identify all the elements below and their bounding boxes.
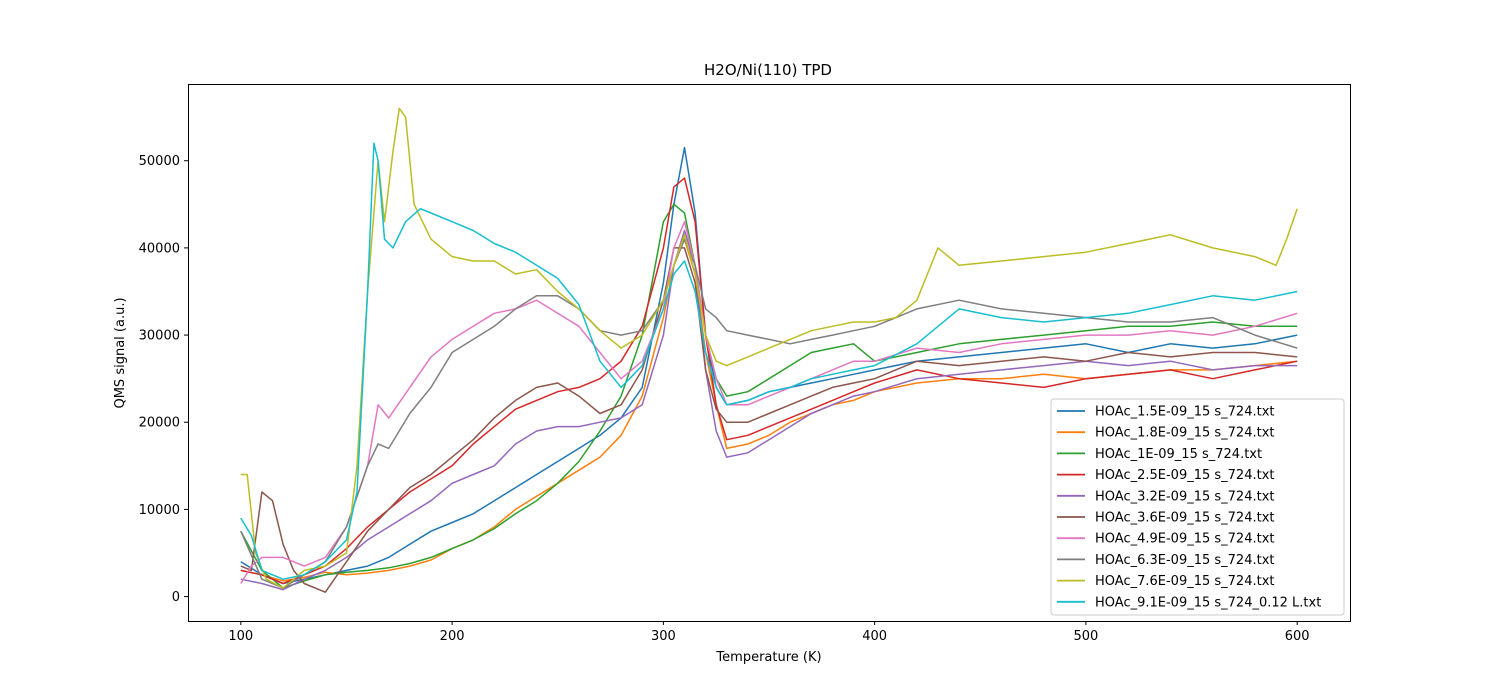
x-tick-label: 400 <box>862 629 887 644</box>
legend-entry: HOAc_7.6E-09_15 s_724.txt <box>1095 574 1275 589</box>
legend-entry: HOAc_1.8E-09_15 s_724.txt <box>1095 426 1275 441</box>
x-tick-label: 500 <box>1073 629 1098 644</box>
series-line-10 <box>240 142 1298 580</box>
legend-entry: HOAc_9.1E-09_15 s_724_0.12 L.txt <box>1095 595 1321 610</box>
legend-box <box>1050 398 1345 616</box>
legend-entry: HOAc_4.9E-09_15 s_724.txt <box>1095 532 1275 547</box>
chart-title: H2O/Ni(110) TPD <box>704 61 832 79</box>
y-tick-label: 50000 <box>139 154 180 169</box>
x-tick-label: 300 <box>651 629 676 644</box>
series-line-3 <box>240 203 1298 589</box>
y-tick-label: 40000 <box>139 241 180 256</box>
legend-entry: HOAc_3.2E-09_15 s_724.txt <box>1095 489 1275 504</box>
chart-legend: HOAc_1.5E-09_15 s_724.txt HOAc_1.8E-09_15… <box>1050 398 1345 616</box>
plot-series-group <box>240 107 1298 593</box>
legend-entry: HOAc_1E-09_15 s_724.txt <box>1095 447 1262 462</box>
legend-entry: HOAc_1.5E-09_15 s_724.txt <box>1095 405 1275 420</box>
x-axis: 100 200 300 400 500 600 <box>228 621 1310 644</box>
x-tick-label: 600 <box>1285 629 1310 644</box>
y-tick-label: 0 <box>172 590 180 605</box>
legend-entry: HOAc_2.5E-09_15 s_724.txt <box>1095 468 1275 483</box>
series-line-7 <box>240 220 1298 584</box>
legend-entry: HOAc_3.6E-09_15 s_724.txt <box>1095 511 1275 526</box>
x-tick-label: 100 <box>228 629 253 644</box>
plot-frame <box>188 84 1351 622</box>
y-axis: 0 10000 20000 30000 40000 50000 <box>139 154 188 605</box>
y-tick-label: 10000 <box>139 503 180 518</box>
legend-entry: HOAc_6.3E-09_15 s_724.txt <box>1095 553 1275 568</box>
x-tick-label: 200 <box>440 629 465 644</box>
y-tick-label: 30000 <box>139 329 180 344</box>
x-axis-label: Temperature (K) <box>715 650 821 665</box>
series-line-1 <box>240 146 1298 585</box>
y-axis-label: QMS signal (a.u.) <box>113 297 128 408</box>
y-tick-label: 20000 <box>139 416 180 431</box>
